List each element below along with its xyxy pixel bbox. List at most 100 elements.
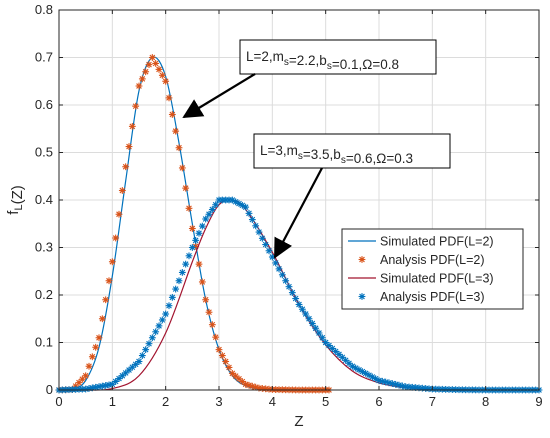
series-4-point — [208, 206, 216, 213]
series-4-point — [185, 252, 193, 260]
series-2-point — [208, 321, 216, 329]
series-2-point — [88, 353, 96, 361]
series-4-point — [182, 260, 190, 268]
y-tick-label: 0.2 — [35, 287, 53, 302]
series-4-point — [175, 277, 183, 285]
series-4-point — [198, 222, 206, 230]
series-4-point — [188, 244, 196, 251]
series-2-point — [202, 296, 210, 304]
series-2-point — [195, 260, 203, 268]
series-4-point — [292, 295, 300, 302]
series-2-point — [82, 372, 90, 380]
series-2-point — [138, 75, 146, 83]
series-4-point — [148, 334, 156, 342]
series-4-point — [165, 302, 173, 310]
series-4-point — [152, 328, 160, 336]
y-tick-label: 0.5 — [35, 145, 53, 160]
series-4-point — [142, 346, 150, 354]
series-4-point — [168, 293, 176, 301]
annotation-arrow — [274, 167, 323, 259]
series-2-point — [188, 225, 196, 232]
series-2-point — [172, 127, 180, 135]
series-4-point — [135, 358, 143, 365]
series-4-point — [305, 315, 313, 323]
series-2-point — [132, 102, 140, 110]
series-2-point — [175, 144, 183, 152]
series-4-point — [275, 265, 283, 273]
series-2-point — [215, 346, 223, 354]
annotation-label: L=3,ms=3.5,bs=0.6,Ω=0.3 — [260, 143, 413, 166]
series-4-point — [262, 241, 270, 248]
series-2-point — [105, 277, 113, 285]
series-4-point — [258, 234, 266, 242]
series-4-point — [202, 215, 210, 223]
series-4-point — [195, 229, 203, 237]
x-tick-label: 3 — [215, 394, 222, 409]
y-tick-label: 0.8 — [35, 2, 53, 17]
series-4-point — [312, 324, 320, 332]
y-tick-label: 0.3 — [35, 240, 53, 255]
series-4-point — [282, 277, 290, 285]
series-2-point — [165, 94, 173, 102]
series-4-point — [285, 283, 293, 291]
series-2-point — [145, 61, 153, 69]
series-4-point — [398, 382, 406, 390]
series-4-point — [265, 247, 273, 255]
series-4-point — [268, 253, 276, 261]
series-4-point — [192, 236, 200, 244]
series-4-point — [118, 372, 126, 380]
y-tick-label: 0.7 — [35, 50, 53, 65]
series-2-point — [122, 163, 130, 171]
legend-label: Analysis PDF(L=3) — [380, 290, 485, 304]
legend-label: Simulated PDF(L=3) — [380, 272, 494, 286]
series-2-point — [222, 358, 230, 365]
legend-swatch — [358, 256, 366, 263]
series-2-point — [92, 343, 100, 351]
series-2-point — [212, 333, 220, 341]
series-4-point — [295, 301, 303, 308]
series-2-point — [85, 362, 93, 370]
legend-label: Simulated PDF(L=2) — [380, 235, 494, 249]
legend: Simulated PDF(L=2) Analysis PDF(L=2) Simul… — [341, 228, 524, 310]
series-4-point — [205, 210, 213, 218]
series-4-point — [315, 329, 323, 337]
series-4-point — [138, 352, 146, 359]
series-2-point — [168, 111, 176, 118]
series-4-point — [145, 340, 153, 348]
series-4-point — [255, 228, 263, 236]
series-2-point — [142, 68, 150, 76]
x-tick-label: 8 — [482, 394, 489, 409]
series-2-point — [178, 164, 186, 172]
series-2-point — [112, 234, 120, 242]
annotations: L=2,ms=2.2,bs=0.1,Ω=0.8 L=3,ms=3.5,bs=0.6… — [182, 39, 451, 259]
x-tick-label: 6 — [375, 394, 382, 409]
x-tick-label: 4 — [269, 394, 276, 409]
series-layer — [55, 54, 543, 394]
series-4-point — [248, 216, 256, 223]
annotation-label: L=2,ms=2.2,bs=0.1,Ω=0.8 — [246, 49, 399, 72]
legend-swatch — [358, 293, 366, 300]
series-2-point — [158, 71, 166, 79]
series-4-point — [155, 322, 163, 330]
y-tick-label: 0.6 — [35, 97, 53, 112]
axes-frame — [58, 9, 540, 391]
legend-label: Analysis PDF(L=2) — [380, 253, 485, 267]
series-4-point — [242, 203, 250, 211]
series-2-point — [155, 65, 163, 73]
series-4-point — [318, 334, 326, 342]
series-2-point — [225, 364, 233, 371]
x-tick-label: 9 — [535, 394, 542, 409]
series-4-point — [245, 209, 253, 217]
series-2-point — [135, 82, 143, 90]
series-2-point — [78, 375, 86, 383]
series-4-point — [158, 316, 166, 324]
annotation-arrow — [182, 73, 256, 119]
series-4-point — [298, 305, 306, 313]
series-2-point — [245, 381, 253, 389]
series-2-point — [252, 383, 260, 391]
series-4-point — [178, 269, 186, 276]
x-tick-label: 2 — [162, 394, 169, 409]
tick-labels: 0 1 2 3 4 5 6 7 8 9 0 0.1 0.2 0.3 0.4 0.5 0.6 0.7 0.8 — [35, 2, 543, 409]
legend-box — [341, 228, 524, 310]
